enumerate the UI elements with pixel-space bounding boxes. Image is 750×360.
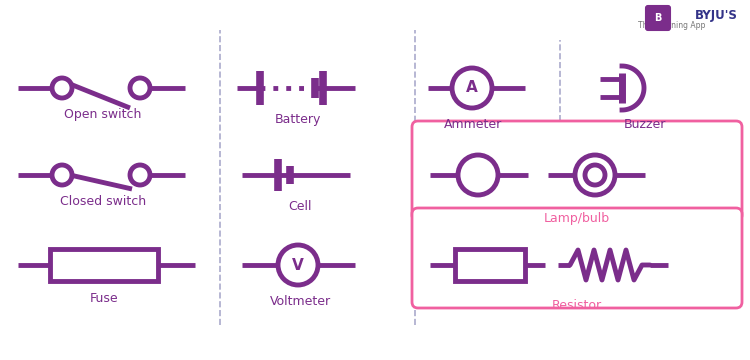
Circle shape — [52, 78, 72, 98]
Circle shape — [130, 78, 150, 98]
Circle shape — [575, 155, 615, 195]
Text: Open switch: Open switch — [64, 108, 142, 121]
Text: The Learning App: The Learning App — [638, 22, 706, 31]
Circle shape — [452, 68, 492, 108]
FancyBboxPatch shape — [646, 6, 670, 30]
Text: B: B — [654, 13, 662, 23]
Text: Battery: Battery — [274, 113, 321, 126]
Text: Buzzer: Buzzer — [624, 118, 666, 131]
FancyBboxPatch shape — [412, 208, 742, 308]
Text: Cell: Cell — [288, 200, 312, 213]
Text: Voltmeter: Voltmeter — [269, 295, 331, 308]
FancyBboxPatch shape — [412, 121, 742, 221]
Text: Fuse: Fuse — [90, 292, 118, 305]
Bar — [455, 249, 525, 281]
Circle shape — [458, 155, 498, 195]
Text: BYJU'S: BYJU'S — [695, 9, 738, 22]
Text: Resistor: Resistor — [552, 299, 602, 312]
Text: V: V — [292, 257, 304, 273]
Circle shape — [585, 165, 605, 185]
Text: A: A — [466, 81, 478, 95]
Text: Ammeter: Ammeter — [444, 118, 503, 131]
Bar — [50, 249, 158, 281]
Circle shape — [130, 165, 150, 185]
Circle shape — [52, 165, 72, 185]
Text: Closed switch: Closed switch — [60, 195, 146, 208]
Text: Lamp/bulb: Lamp/bulb — [544, 212, 610, 225]
Circle shape — [278, 245, 318, 285]
